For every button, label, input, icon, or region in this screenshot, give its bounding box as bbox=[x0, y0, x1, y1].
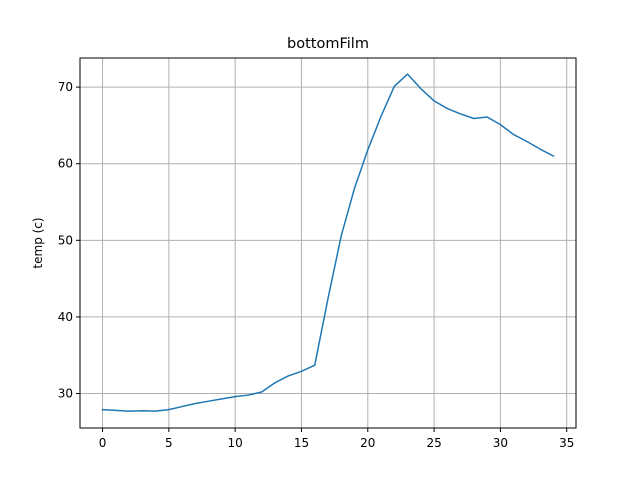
x-tick-label: 15 bbox=[294, 436, 309, 450]
chart-title: bottomFilm bbox=[287, 36, 369, 52]
y-tick-label: 40 bbox=[58, 310, 73, 324]
x-axis: 0 5 10 15 20 25 30 35 bbox=[99, 428, 574, 450]
x-tick-label: 35 bbox=[559, 436, 574, 450]
series-layer bbox=[101, 73, 555, 412]
x-tick-label: 20 bbox=[360, 436, 375, 450]
y-tick-label: 30 bbox=[58, 387, 73, 401]
y-tick-label: 60 bbox=[58, 157, 73, 171]
y-axis: 30 40 50 60 70 bbox=[58, 80, 80, 401]
y-tick-label: 50 bbox=[58, 233, 73, 247]
x-tick-label: 10 bbox=[228, 436, 243, 450]
x-tick-label: 30 bbox=[493, 436, 508, 450]
series-line bbox=[101, 73, 555, 412]
y-tick-label: 70 bbox=[58, 80, 73, 94]
x-tick-label: 5 bbox=[165, 436, 173, 450]
x-tick-label: 25 bbox=[426, 436, 441, 450]
x-tick-label: 0 bbox=[99, 436, 107, 450]
grid bbox=[80, 58, 576, 428]
axes-frame bbox=[79, 57, 577, 429]
y-axis-label: temp (c) bbox=[31, 217, 45, 268]
